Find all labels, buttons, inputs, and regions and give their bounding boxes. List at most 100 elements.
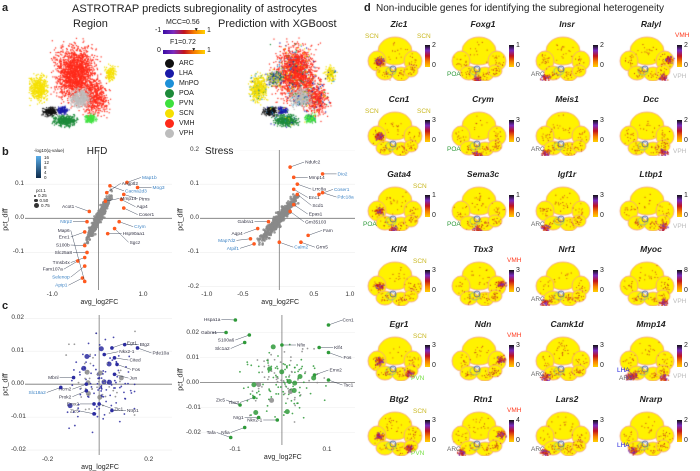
background-point — [290, 370, 293, 373]
gene-point-Slc1a2 — [242, 340, 247, 345]
y-tick: 0.01 — [11, 347, 24, 355]
expression-colorbar — [593, 345, 598, 367]
legend-item-poa: POA — [165, 88, 194, 98]
background-point — [80, 387, 83, 390]
background-point — [267, 376, 270, 378]
background-point — [108, 194, 111, 197]
background-point — [275, 383, 278, 386]
spatial-map — [531, 31, 593, 81]
x-tick: -1.0 — [46, 291, 58, 298]
expression-colorbar — [509, 270, 514, 292]
label-leader — [308, 230, 323, 236]
colorbar-max: 2 — [684, 417, 688, 424]
label-leader — [235, 334, 250, 341]
colorbar-max: 3 — [600, 117, 604, 124]
spatial-map — [363, 331, 425, 381]
background-point — [316, 381, 319, 384]
background-point — [91, 388, 94, 390]
f1-label: F1=0.72 — [170, 39, 196, 46]
background-point — [242, 387, 245, 390]
background-point — [93, 228, 96, 231]
y-tick: -0.02 — [186, 428, 201, 436]
background-point — [300, 358, 303, 361]
gene-label: Cacna2d3 — [125, 188, 147, 194]
expression-colorbar — [593, 270, 598, 292]
background-point — [104, 395, 107, 398]
region-label-scn: SCN — [413, 183, 427, 190]
gene-label: Nfia — [221, 430, 230, 436]
gene-label: S100a6 — [218, 338, 235, 344]
gene-point-Calm2 — [277, 240, 282, 244]
background-point — [273, 226, 277, 230]
background-point — [277, 386, 280, 389]
background-point — [249, 393, 252, 395]
colorbar-min: 0 — [600, 212, 604, 219]
background-point — [258, 234, 262, 238]
label-leader — [119, 221, 134, 227]
gene-point-Map6 — [82, 279, 87, 284]
colorbar-max: 3 — [516, 267, 520, 274]
y-tick: 0.01 — [186, 353, 199, 361]
gene-name: Tbx3 — [473, 244, 493, 254]
gene-label: Map6 — [58, 228, 70, 234]
background-point — [262, 383, 264, 386]
background-point — [323, 377, 326, 379]
colorbar-max: 1 — [684, 192, 688, 199]
background-point — [267, 366, 273, 372]
background-point — [267, 364, 270, 367]
background-point — [102, 379, 105, 382]
background-point — [127, 382, 129, 385]
label-leader — [322, 192, 337, 198]
gene-point-Nfix — [280, 343, 284, 347]
colorbar-min: 0 — [516, 287, 520, 294]
colorbar-min: 0 — [432, 137, 436, 144]
background-point — [277, 222, 280, 226]
background-point — [288, 364, 291, 366]
background-point — [276, 365, 278, 368]
spatial-map — [363, 256, 425, 306]
gene-point-Slc18a2 — [58, 385, 63, 390]
gene-point-Hsp90aa1 — [105, 231, 110, 236]
background-point — [73, 343, 76, 346]
label-leader — [137, 347, 152, 354]
y-tick: -0.1 — [187, 248, 199, 256]
gene-label: Scd1 — [312, 203, 323, 209]
background-point — [94, 232, 97, 236]
expression-map-tbx3: Tbx3 3 0 VMH — [447, 244, 532, 319]
expression-colorbar — [677, 420, 682, 442]
background-point — [86, 233, 90, 237]
background-point — [98, 407, 101, 410]
background-point — [86, 240, 89, 244]
pct-tick: 0.50 — [39, 198, 49, 203]
expression-colorbar — [425, 420, 430, 442]
background-point — [88, 408, 90, 410]
background-point — [247, 386, 250, 389]
background-point — [282, 390, 285, 393]
background-point — [115, 360, 118, 363]
background-point — [277, 393, 280, 395]
background-point — [279, 369, 285, 375]
region-label-scn: SCN — [365, 108, 379, 115]
colorbar-min: 0 — [684, 287, 688, 294]
pct-legend: 0.25 0.50 0.75 — [34, 193, 50, 208]
background-point — [267, 378, 269, 381]
background-point — [255, 397, 258, 400]
expression-colorbar — [593, 195, 598, 217]
region-label-poa: POA — [363, 221, 377, 228]
gene-point-Fos — [326, 350, 331, 355]
spatial-map — [615, 256, 677, 306]
label-leader — [236, 238, 251, 241]
background-point — [76, 415, 79, 418]
background-point — [115, 401, 118, 404]
background-point — [118, 386, 121, 389]
gene-label: Atpif1 — [227, 246, 240, 252]
expression-map-sema3c: Sema3c 1 0 POA — [447, 169, 532, 244]
background-point — [89, 382, 92, 385]
gene-label: Emx2 — [67, 401, 80, 407]
gene-label: Ptms — [139, 196, 151, 202]
background-point — [128, 355, 131, 358]
size-dot — [34, 194, 36, 197]
y-axis-label: pct_diff — [2, 208, 10, 231]
expression-colorbar — [593, 45, 598, 67]
